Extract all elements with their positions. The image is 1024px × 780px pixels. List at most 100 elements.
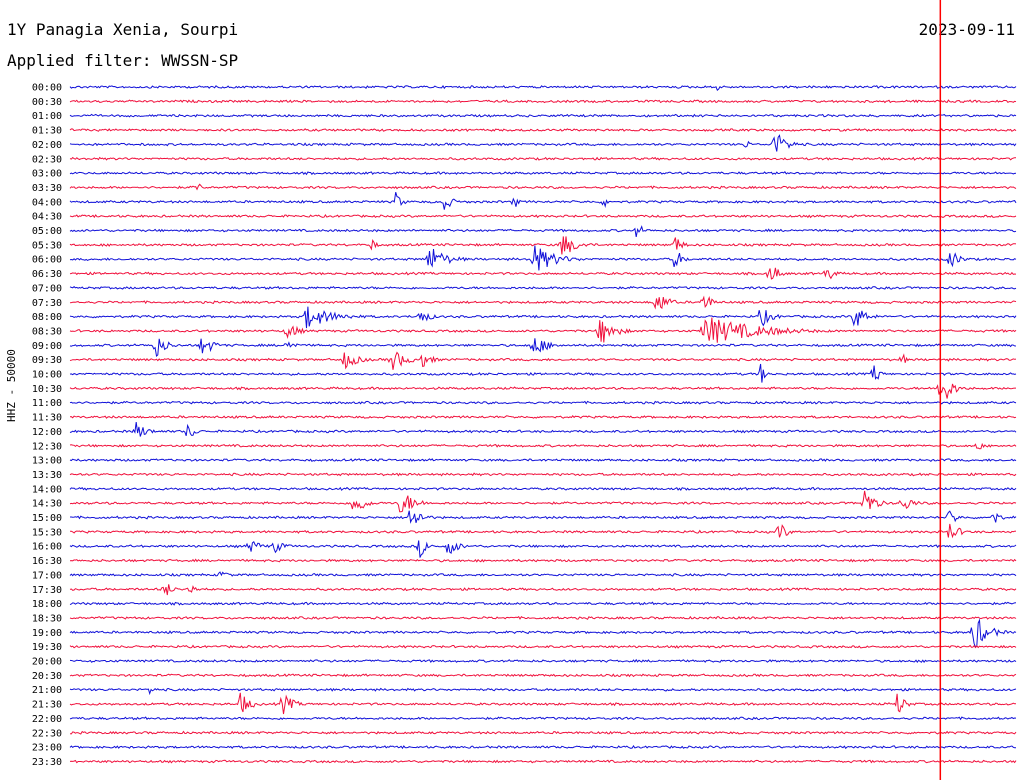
time-tick-label: 01:00 bbox=[32, 111, 62, 122]
time-tick-label: 02:30 bbox=[32, 154, 62, 165]
time-tick-label: 21:00 bbox=[32, 685, 62, 696]
time-tick-label: 16:30 bbox=[32, 556, 62, 567]
trace-row bbox=[69, 113, 1017, 118]
date-label: 2023-09-11 bbox=[918, 20, 1015, 39]
time-tick-label: 03:00 bbox=[32, 169, 62, 180]
time-tick-label: 06:00 bbox=[32, 255, 62, 266]
time-tick-label: 19:00 bbox=[32, 628, 62, 639]
trace-row bbox=[69, 285, 1017, 290]
trace-row bbox=[69, 306, 1017, 329]
trace-row bbox=[69, 171, 1017, 176]
trace-row bbox=[69, 245, 1017, 271]
time-tick-label: 12:30 bbox=[32, 441, 62, 452]
trace-row bbox=[69, 295, 1017, 310]
trace-row bbox=[69, 644, 1017, 649]
time-tick-label: 12:00 bbox=[32, 427, 62, 438]
time-tick-label: 01:30 bbox=[32, 126, 62, 137]
trace-row bbox=[69, 673, 1017, 678]
station-title: 1Y Panagia Xenia, Sourpi bbox=[7, 20, 239, 39]
trace-row bbox=[69, 744, 1016, 750]
trace-row bbox=[69, 134, 1017, 152]
time-tick-label: 22:00 bbox=[32, 714, 62, 725]
time-tick-label: 03:30 bbox=[32, 183, 62, 194]
trace-row bbox=[69, 363, 1017, 383]
trace-row bbox=[69, 442, 1017, 450]
trace-row bbox=[69, 338, 1017, 357]
time-tick-label: 15:00 bbox=[32, 513, 62, 524]
trace-row bbox=[69, 687, 1017, 696]
trace-row bbox=[69, 351, 1017, 370]
time-tick-label: 14:00 bbox=[32, 484, 62, 495]
time-tick-label: 10:00 bbox=[32, 370, 62, 381]
trace-row bbox=[69, 658, 1017, 663]
time-tick-label: 04:00 bbox=[32, 197, 62, 208]
trace-row bbox=[69, 422, 1017, 437]
trace-row bbox=[69, 183, 1017, 191]
trace-row bbox=[69, 236, 1017, 255]
time-tick-label: 13:30 bbox=[32, 470, 62, 481]
time-tick-label: 11:00 bbox=[32, 398, 62, 409]
time-tick-label: 10:30 bbox=[32, 384, 62, 395]
time-tick-label: 20:00 bbox=[32, 657, 62, 668]
time-tick-label: 22:30 bbox=[32, 728, 62, 739]
trace-row bbox=[69, 213, 1017, 219]
filter-label: Applied filter: WWSSN-SP bbox=[7, 51, 239, 70]
time-tick-label: 05:30 bbox=[32, 240, 62, 251]
time-tick-label: 00:30 bbox=[32, 97, 62, 108]
time-tick-label: 17:30 bbox=[32, 585, 62, 596]
trace-row bbox=[69, 383, 1016, 399]
trace-row bbox=[69, 692, 1016, 715]
trace-row bbox=[69, 99, 1017, 104]
trace-row bbox=[69, 490, 1017, 513]
trace-row bbox=[69, 225, 1017, 237]
trace-row bbox=[69, 128, 1017, 133]
trace-row bbox=[69, 716, 1017, 721]
time-tick-label: 07:30 bbox=[32, 298, 62, 309]
time-tick-label: 11:30 bbox=[32, 413, 62, 424]
trace-row bbox=[70, 510, 1017, 524]
time-tick-label: 02:00 bbox=[32, 140, 62, 151]
trace-row bbox=[69, 540, 1017, 558]
trace-row bbox=[69, 472, 1017, 477]
time-tick-label: 21:30 bbox=[32, 700, 62, 711]
trace-row bbox=[69, 730, 1017, 735]
trace-row bbox=[69, 584, 1017, 596]
trace-row bbox=[69, 615, 1017, 620]
time-tick-label: 04:30 bbox=[32, 212, 62, 223]
time-tick-label: 08:00 bbox=[32, 312, 62, 323]
trace-row bbox=[69, 317, 1017, 343]
time-tick-label: 07:00 bbox=[32, 283, 62, 294]
trace-row bbox=[69, 618, 1017, 648]
time-tick-label: 09:00 bbox=[32, 341, 62, 352]
time-tick-label: 13:00 bbox=[32, 456, 62, 467]
time-tick-label: 17:00 bbox=[32, 570, 62, 581]
time-tick-label: 15:30 bbox=[32, 527, 62, 538]
time-tick-label: 16:00 bbox=[32, 542, 62, 553]
time-tick-label: 20:30 bbox=[32, 671, 62, 682]
seismic-traces bbox=[69, 84, 1017, 764]
time-tick-label: 00:00 bbox=[32, 83, 62, 94]
time-tick-label: 18:00 bbox=[32, 599, 62, 610]
trace-row bbox=[69, 458, 1017, 463]
time-tick-label: 05:00 bbox=[32, 226, 62, 237]
trace-row bbox=[69, 192, 1017, 210]
time-tick-label: 18:30 bbox=[32, 613, 62, 624]
trace-row bbox=[69, 400, 1017, 405]
time-tick-label: 19:30 bbox=[32, 642, 62, 653]
trace-row bbox=[69, 523, 1017, 539]
time-tick-label: 23:00 bbox=[32, 743, 62, 754]
time-tick-label: 14:30 bbox=[32, 499, 62, 510]
trace-row bbox=[69, 415, 1017, 420]
trace-row bbox=[69, 558, 1017, 563]
trace-row bbox=[69, 601, 1017, 606]
trace-row bbox=[69, 486, 1017, 491]
trace-row bbox=[69, 571, 1017, 577]
time-tick-label: 23:30 bbox=[32, 757, 62, 768]
trace-row bbox=[69, 156, 1017, 161]
trace-row bbox=[69, 84, 1017, 92]
trace-row bbox=[69, 759, 1017, 764]
time-tick-label: 08:30 bbox=[32, 326, 62, 337]
trace-row bbox=[69, 267, 1017, 280]
time-tick-labels: 00:00 00:30 01:00 01:30 02:00 02:30 03:00 03:30… bbox=[32, 83, 62, 768]
